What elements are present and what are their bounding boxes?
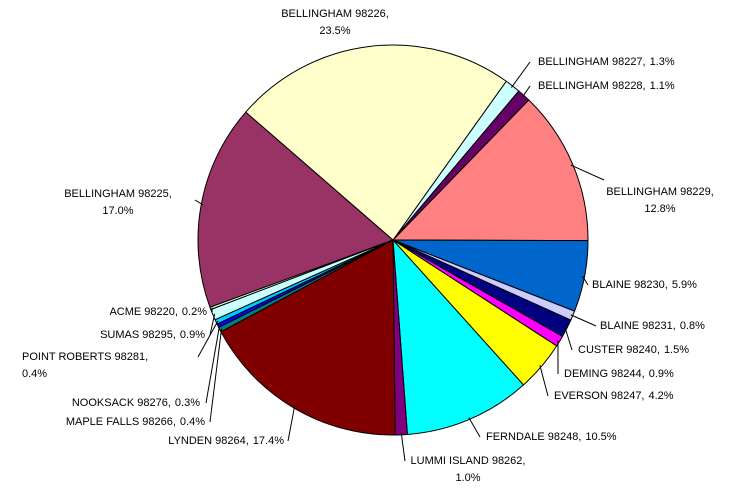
label-category: EVERSON 98247,: [554, 390, 645, 402]
data-label: BLAINE 98231, 0.8%: [600, 320, 705, 332]
leader-line: [565, 327, 572, 350]
label-category: BELLINGHAM 98228,: [538, 80, 646, 92]
label-value: 0.4%: [180, 416, 205, 428]
label-value: 17.0%: [102, 205, 133, 217]
data-label: EVERSON 98247, 4.2%: [554, 390, 674, 402]
label-category: SUMAS 98295,: [100, 329, 176, 341]
leader-line: [523, 86, 530, 97]
data-label: MAPLE FALLS 98266, 0.4%: [66, 416, 205, 428]
data-label: ACME 98220, 0.2%: [109, 306, 207, 318]
label-value: 1.0%: [455, 472, 480, 484]
data-label: SUMAS 98295, 0.9%: [100, 329, 205, 341]
data-label: DEMING 98244, 0.9%: [564, 368, 674, 380]
label-value: 1.3%: [650, 56, 675, 68]
label-category: NOOKSACK 98276,: [72, 397, 171, 409]
label-category: POINT ROBERTS 98281,: [22, 351, 148, 363]
label-category: ACME 98220,: [109, 306, 177, 318]
label-value: 1.1%: [650, 80, 675, 92]
leader-line: [401, 433, 405, 461]
data-label: NOOKSACK 98276, 0.3%: [72, 397, 200, 409]
data-label: BELLINGHAM 98226, 23.5%: [281, 8, 389, 37]
data-label: BELLINGHAM 98227, 1.3%: [538, 56, 675, 68]
label-value: 0.9%: [180, 329, 205, 341]
label-value: 1.5%: [664, 344, 689, 356]
data-label: BLAINE 98230, 5.9%: [592, 279, 697, 291]
label-value: 4.2%: [649, 390, 674, 402]
label-category: BLAINE 98231,: [600, 320, 676, 332]
label-value: 0.4%: [22, 368, 47, 380]
label-category: CUSTER 98240,: [578, 344, 660, 356]
data-label: BELLINGHAM 98229, 12.8%: [606, 186, 714, 215]
data-label: LUMMI ISLAND 98262, 1.0%: [411, 455, 526, 484]
label-category: BELLINGHAM 98227,: [538, 56, 646, 68]
leader-line: [511, 62, 530, 88]
label-category: LUMMI ISLAND 98262,: [411, 455, 526, 467]
label-value: 0.8%: [680, 320, 705, 332]
leader-line: [571, 315, 596, 326]
label-value: 0.3%: [175, 397, 200, 409]
label-category: BELLINGHAM 98225,: [64, 188, 172, 200]
leader-line: [469, 417, 480, 437]
label-category: BLAINE 98230,: [592, 279, 668, 291]
label-category: LYNDEN 98264,: [168, 435, 249, 447]
label-category: FERNDALE 98248,: [486, 431, 581, 443]
data-label: POINT ROBERTS 98281, 0.4%: [22, 351, 148, 380]
data-label: CUSTER 98240, 1.5%: [578, 344, 689, 356]
label-category: BELLINGHAM 98229,: [606, 186, 714, 198]
label-value: 10.5%: [585, 431, 616, 443]
label-value: 17.4%: [253, 435, 284, 447]
leader-line: [210, 329, 222, 422]
data-label: LYNDEN 98264, 17.4%: [168, 435, 284, 447]
label-value: 12.8%: [644, 203, 675, 215]
label-category: MAPLE FALLS 98266,: [66, 416, 176, 428]
data-label: BELLINGHAM 98228, 1.1%: [538, 80, 675, 92]
label-category: BELLINGHAM 98226,: [281, 8, 389, 20]
label-value: 0.2%: [182, 306, 207, 318]
data-label: FERNDALE 98248, 10.5%: [486, 431, 617, 443]
label-value: 0.9%: [649, 368, 674, 380]
data-label: BELLINGHAM 98225, 17.0%: [64, 188, 172, 217]
leader-line: [540, 365, 548, 396]
label-category: DEMING 98244,: [564, 368, 645, 380]
label-value: 5.9%: [672, 279, 697, 291]
label-value: 23.5%: [319, 25, 350, 37]
leader-line: [288, 406, 295, 441]
